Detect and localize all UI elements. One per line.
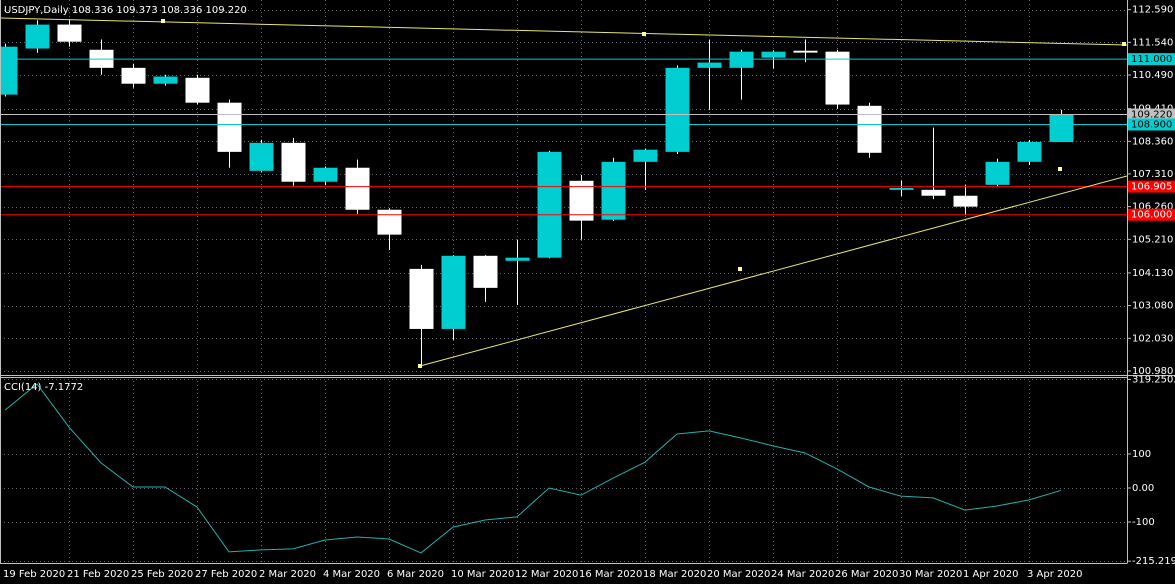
x-tick-label: 12 Mar 2020 <box>515 569 578 580</box>
candle-body <box>25 24 50 49</box>
candle-body <box>921 189 946 196</box>
trend-anchor <box>738 267 742 271</box>
trend-line <box>0 17 1127 46</box>
cci-line <box>4 383 1062 554</box>
x-tick-label: 18 Mar 2020 <box>643 569 706 580</box>
candle-body <box>249 142 274 171</box>
price-level-label: 109.220 <box>1131 110 1172 121</box>
candle-body <box>281 142 306 182</box>
x-tick-label: 2 Mar 2020 <box>259 569 316 580</box>
candle-body <box>345 167 370 210</box>
y-tick-label: 103.080 <box>1132 301 1173 312</box>
y-tick-label: 112.590 <box>1132 5 1173 16</box>
y-tick-label: -100 <box>1132 517 1155 528</box>
chart-title: USDJPY,Daily 108.336 109.373 108.336 109… <box>4 5 247 16</box>
price-level-box <box>1128 108 1175 121</box>
y-tick-label: 110.490 <box>1132 70 1173 81</box>
x-tick-label: 3 Apr 2020 <box>1027 569 1082 580</box>
trend-anchor <box>418 364 422 368</box>
candle-body <box>473 255 498 288</box>
price-level-label: 108.900 <box>1131 119 1172 130</box>
x-tick-label: 21 Feb 2020 <box>67 569 129 580</box>
candle-body <box>793 50 818 53</box>
candle-body <box>665 67 690 152</box>
x-tick-label: 19 Feb 2020 <box>3 569 65 580</box>
x-tick-label: 26 Mar 2020 <box>835 569 898 580</box>
candle-body <box>825 51 850 105</box>
y-tick-label: 319.2502 <box>1132 374 1175 385</box>
y-tick-label: 100 <box>1132 449 1151 460</box>
y-tick-label: 111.540 <box>1132 37 1173 48</box>
price-level-box <box>1128 208 1175 221</box>
trend-line <box>419 175 1127 367</box>
x-tick-label: 6 Mar 2020 <box>387 569 444 580</box>
candle-body <box>409 268 434 329</box>
y-tick-label: 104.130 <box>1132 268 1173 279</box>
candle-body <box>185 77 210 103</box>
price-level-label: 111.000 <box>1131 54 1172 65</box>
x-tick-label: 10 Mar 2020 <box>451 569 514 580</box>
candle-body <box>377 209 402 235</box>
x-tick-label: 1 Apr 2020 <box>963 569 1018 580</box>
indicator-title: CCI(14) -7.1772 <box>4 382 83 393</box>
candle-body <box>569 180 594 221</box>
price-level-box <box>1128 118 1175 131</box>
candle-body <box>857 105 882 153</box>
x-tick-label: 24 Mar 2020 <box>771 569 834 580</box>
trend-anchor <box>1122 42 1126 46</box>
grid <box>0 0 1127 563</box>
candle-body <box>985 161 1010 185</box>
x-tick-label: 4 Mar 2020 <box>323 569 380 580</box>
axes <box>0 0 1175 564</box>
candle-body <box>153 76 178 84</box>
trend-anchor <box>642 32 646 36</box>
price-level-box <box>1128 53 1175 66</box>
y-tick-label: 100.980 <box>1132 366 1173 377</box>
candle-body <box>1049 114 1074 143</box>
y-tick-label: 105.210 <box>1132 234 1173 245</box>
trend-anchor <box>1058 167 1062 171</box>
candle-body <box>729 51 754 68</box>
y-tick-label: 102.030 <box>1132 333 1173 344</box>
candle-body <box>1017 141 1042 162</box>
candle-body <box>313 167 338 182</box>
candle-body <box>505 257 530 261</box>
candle-body <box>537 151 562 258</box>
y-tick-label: 0.00 <box>1132 483 1154 494</box>
candle-body <box>441 255 466 329</box>
candle-body <box>217 102 242 152</box>
y-tick-label: 107.310 <box>1132 169 1173 180</box>
y-tick-label: -215.2198 <box>1132 556 1175 567</box>
candle-body <box>889 187 914 190</box>
x-tick-label: 20 Mar 2020 <box>707 569 770 580</box>
x-tick-label: 30 Mar 2020 <box>899 569 962 580</box>
x-tick-label: 16 Mar 2020 <box>579 569 642 580</box>
trend-anchor <box>161 19 165 23</box>
price-level-label: 106.905 <box>1131 182 1172 193</box>
cci-pane <box>4 383 1062 554</box>
x-tick-label: 27 Feb 2020 <box>195 569 257 580</box>
x-tick-label: 25 Feb 2020 <box>131 569 193 580</box>
y-tick-label: 106.260 <box>1132 202 1173 213</box>
candle-body <box>0 46 18 95</box>
candle-body <box>633 149 658 162</box>
axis-labels: 19 Feb 2020 21 Feb 2020 25 Feb 2020 27 Feb … <box>3 5 1175 580</box>
candle-body <box>57 24 82 42</box>
candle-body <box>953 195 978 207</box>
trend-lines <box>0 17 1127 368</box>
y-tick-label: 108.360 <box>1132 136 1173 147</box>
candle-body <box>697 62 722 68</box>
candle-body <box>601 161 626 220</box>
price-level-label: 106.000 <box>1131 210 1172 221</box>
candle-body <box>761 51 786 58</box>
price-level-box <box>1128 180 1175 193</box>
price-pane <box>0 19 1127 365</box>
candle-body <box>121 67 146 84</box>
